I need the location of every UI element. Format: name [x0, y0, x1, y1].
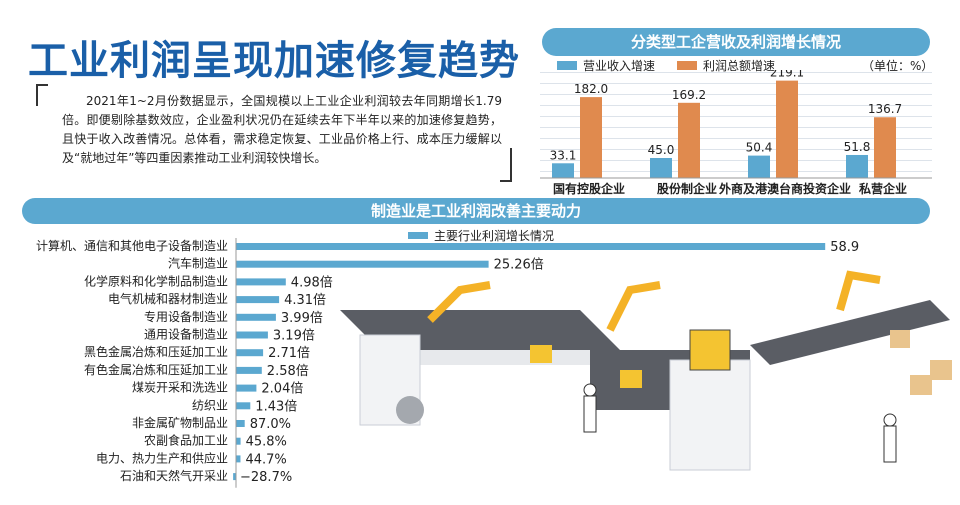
industry-label: 专用设备制造业 [144, 309, 228, 324]
category-label: 外商及港澳台商投资企业 [719, 181, 851, 196]
cardboard-box [930, 360, 952, 380]
industry-value-label: 58.92倍 [830, 240, 860, 255]
industry-bar [233, 473, 236, 481]
industry-label: 电力、热力生产和供应业 [96, 450, 228, 465]
intro-text: 2021年1~2月份数据显示，全国规模以上工业企业利润较去年同期增长1.79倍。… [62, 94, 502, 165]
industry-bar [236, 296, 280, 304]
product-box [530, 345, 552, 363]
bar-value-label: 136.7 [868, 102, 902, 116]
legend-label-revenue: 营业收入增速 [583, 59, 656, 73]
industry-label: 汽车制造业 [168, 256, 228, 271]
industry-bar [236, 278, 286, 286]
legend-item-profit: 利润总额增速 [677, 57, 775, 74]
cardboard-box [890, 330, 910, 348]
industry-label: 煤炭开采和洗选业 [132, 381, 228, 395]
industry-value-label: 4.98倍 [291, 275, 333, 290]
chart2-title: 制造业是工业利润改善主要动力 [22, 198, 930, 224]
bar-value-label: 51.8 [844, 140, 871, 154]
industry-bar [236, 366, 262, 374]
chart2-legend: 主要行业利润增长情况 [408, 227, 554, 244]
industry-value-label: 3.99倍 [281, 311, 323, 326]
industry-value-label: 1.43倍 [255, 399, 297, 414]
legend-swatch-industry [408, 232, 428, 239]
bar-value-label: 169.2 [672, 88, 706, 102]
industry-bar [236, 349, 264, 357]
chart1-legend: 营业收入增速 利润总额增速 [557, 57, 797, 74]
industry-label: 黑色金属冶炼和压延加工业 [84, 344, 228, 359]
bar-revenue [552, 163, 574, 178]
worker-body [883, 425, 897, 463]
bar-value-label: 50.4 [746, 141, 773, 155]
chart1-plot: 33.1 182.0 国有控股企业 45.0 169.2 股份制企业 50.4 219.1 外商… [540, 70, 932, 196]
legend-label-industry: 主要行业利润增长情况 [434, 229, 555, 243]
bracket-top-left [36, 84, 48, 106]
industry-value-label: 2.71倍 [268, 346, 310, 361]
chart1-unit: （单位：%） [862, 59, 934, 73]
industry-value-label: 2.58倍 [267, 364, 309, 379]
industry-bar [236, 384, 257, 392]
legend-swatch-profit [677, 61, 698, 70]
conveyor-belt-side-left [380, 350, 620, 365]
gear-icon [396, 396, 424, 424]
bar-revenue [748, 155, 770, 178]
product-box [620, 370, 642, 388]
industry-label: 计算机、通信和其他电子设备制造业 [36, 238, 228, 253]
industry-label: 通用设备制造业 [144, 328, 228, 342]
category-label: 私营企业 [858, 181, 907, 196]
machine-center [669, 359, 751, 471]
robot-arm-1 [427, 281, 491, 323]
robot-arm-2 [606, 281, 661, 332]
industry-value-label: 44.7% [245, 452, 286, 467]
bar-revenue [650, 158, 672, 178]
industry-label: 化学原料和化学制品制造业 [84, 273, 228, 288]
industry-label: 有色金属冶炼和压延加工业 [84, 362, 228, 377]
category-label: 国有控股企业 [553, 181, 625, 196]
factory-illustration [340, 270, 952, 471]
category-label: 股份制企业 [657, 181, 717, 196]
industry-bar [236, 243, 826, 250]
legend-swatch-revenue [557, 61, 577, 70]
industry-label: 石油和天然气开采业 [120, 468, 228, 483]
bar-value-label: 45.0 [648, 143, 675, 157]
industry-value-label: 25.26倍 [494, 258, 544, 273]
legend-label-profit: 利润总额增速 [703, 59, 776, 73]
industry-label: 农副食品加工业 [144, 433, 228, 448]
bar-value-label: 33.1 [550, 148, 577, 162]
industry-bar [236, 260, 489, 268]
page-title: 工业利润呈现加速修复趋势 [28, 38, 520, 84]
industry-bar [236, 331, 268, 339]
bar-profit [874, 117, 896, 178]
industry-value-label: 4.31倍 [284, 293, 326, 308]
industry-bar [236, 313, 276, 321]
bar-revenue [846, 154, 868, 178]
industry-value-label: 45.8% [246, 435, 287, 450]
industry-label: 非金属矿物制品业 [132, 415, 228, 430]
chart1-title: 分类型工企营收及利润增长情况 [542, 28, 930, 56]
industry-bar [236, 455, 241, 463]
intro-box: 2021年1~2月份数据显示，全国规模以上工业企业利润较去年同期增长1.79倍。… [36, 80, 512, 184]
industry-value-label: −28.7% [240, 470, 292, 485]
machine-lamp [689, 329, 731, 371]
chart2-plot: 计算机、通信和其他电子设备制造业 58.92倍汽车制造业 25.26倍化学原料和化学… [36, 238, 860, 488]
worker-head [883, 413, 897, 427]
industry-value-label: 87.0% [250, 417, 291, 432]
bracket-bottom-right [500, 148, 512, 182]
industry-value-label: 2.04倍 [261, 382, 303, 397]
industry-bar [236, 420, 245, 427]
industry-label: 纺织业 [192, 398, 228, 412]
conveyor-belt-right [750, 300, 950, 365]
bar-profit [678, 102, 700, 178]
industry-label: 电气机械和器材制造业 [108, 291, 228, 306]
bar-value-label: 219.1 [770, 70, 804, 80]
cardboard-box [910, 375, 932, 395]
legend-item-revenue: 营业收入增速 [557, 57, 655, 74]
bar-profit [580, 97, 602, 178]
industry-value-label: 3.19倍 [273, 329, 315, 344]
robot-arm-3 [836, 270, 881, 312]
industry-bar [236, 437, 241, 445]
worker-body [583, 395, 597, 433]
industry-bar [236, 402, 251, 410]
bar-profit [776, 80, 798, 178]
bar-value-label: 182.0 [574, 82, 608, 96]
